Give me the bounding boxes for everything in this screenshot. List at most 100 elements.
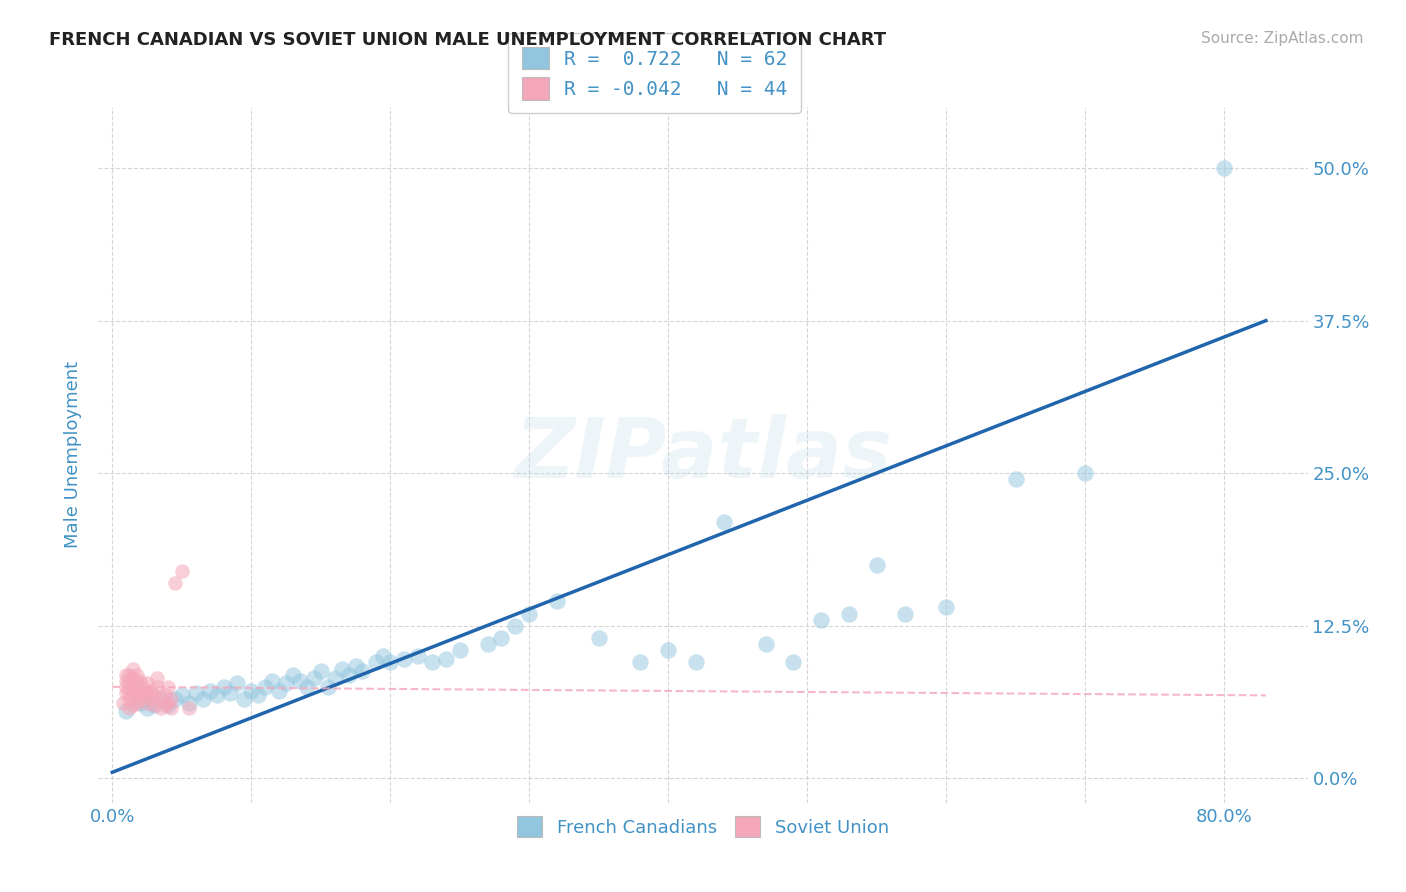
Point [122, 698, 145, 713]
Point [122, 680, 145, 694]
Point [866, 558, 889, 572]
Point [115, 667, 138, 681]
Point [115, 680, 138, 694]
Point [205, 689, 228, 703]
Point [262, 673, 284, 688]
Point [136, 676, 159, 690]
Point [191, 692, 214, 706]
Point [129, 692, 152, 706]
Point [754, 637, 776, 651]
Point [392, 652, 415, 666]
Point [323, 671, 346, 685]
Point [782, 656, 804, 670]
Point [517, 607, 540, 621]
Point [546, 594, 568, 608]
Point [127, 696, 149, 710]
Point [657, 643, 679, 657]
Point [112, 696, 135, 710]
Point [1213, 161, 1236, 175]
Point [588, 631, 610, 645]
Point [156, 696, 179, 710]
Point [491, 631, 513, 645]
Point [146, 680, 169, 694]
Point [713, 515, 735, 529]
Point [127, 676, 149, 690]
Point [810, 613, 832, 627]
Point [233, 692, 256, 706]
Point [118, 700, 141, 714]
Point [115, 704, 138, 718]
Point [274, 676, 297, 690]
Point [373, 649, 395, 664]
Point [420, 656, 443, 670]
Point [143, 698, 166, 713]
Point [330, 661, 353, 675]
Point [477, 637, 499, 651]
Point [141, 692, 163, 706]
Point [170, 564, 193, 578]
Point [132, 680, 155, 694]
Point [118, 676, 141, 690]
Point [118, 667, 141, 681]
Point [316, 680, 339, 694]
Point [226, 676, 249, 690]
Point [212, 680, 235, 694]
Point [935, 600, 957, 615]
Point [129, 696, 152, 710]
Point [156, 680, 179, 694]
Point [118, 692, 141, 706]
Point [247, 689, 270, 703]
Point [449, 643, 471, 657]
Point [129, 683, 152, 698]
Point [159, 692, 181, 706]
Point [136, 686, 159, 700]
Text: FRENCH CANADIAN VS SOVIET UNION MALE UNEMPLOYMENT CORRELATION CHART: FRENCH CANADIAN VS SOVIET UNION MALE UNE… [49, 31, 886, 49]
Point [127, 667, 149, 681]
Point [141, 683, 163, 698]
Point [269, 683, 291, 698]
Point [505, 619, 527, 633]
Point [344, 659, 367, 673]
Point [295, 680, 318, 694]
Point [685, 656, 707, 670]
Point [153, 689, 176, 703]
Y-axis label: Male Unemployment: Male Unemployment [65, 361, 83, 549]
Point [281, 667, 304, 681]
Point [127, 686, 149, 700]
Point [163, 692, 186, 706]
Point [1074, 467, 1097, 481]
Point [366, 656, 388, 670]
Point [159, 700, 181, 714]
Point [352, 664, 374, 678]
Point [122, 689, 145, 703]
Point [288, 673, 311, 688]
Point [254, 680, 277, 694]
Point [122, 661, 145, 675]
Point [434, 652, 457, 666]
Point [115, 686, 138, 700]
Point [309, 664, 332, 678]
Legend: French Canadians, Soviet Union: French Canadians, Soviet Union [508, 807, 898, 846]
Point [153, 698, 176, 713]
Point [163, 576, 186, 591]
Point [1004, 472, 1026, 486]
Point [122, 671, 145, 685]
Point [198, 683, 221, 698]
Point [143, 698, 166, 713]
Point [177, 700, 200, 714]
Point [219, 686, 242, 700]
Point [893, 607, 915, 621]
Point [240, 683, 263, 698]
Point [136, 700, 159, 714]
Text: ZIPatlas: ZIPatlas [515, 415, 891, 495]
Point [302, 671, 325, 685]
Point [115, 673, 138, 688]
Point [177, 696, 200, 710]
Point [406, 649, 429, 664]
Point [118, 683, 141, 698]
Text: Source: ZipAtlas.com: Source: ZipAtlas.com [1201, 31, 1364, 46]
Point [132, 689, 155, 703]
Point [170, 689, 193, 703]
Point [149, 692, 172, 706]
Point [136, 696, 159, 710]
